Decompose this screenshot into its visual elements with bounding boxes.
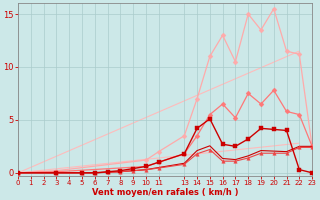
X-axis label: Vent moyen/en rafales ( km/h ): Vent moyen/en rafales ( km/h ) <box>92 188 238 197</box>
